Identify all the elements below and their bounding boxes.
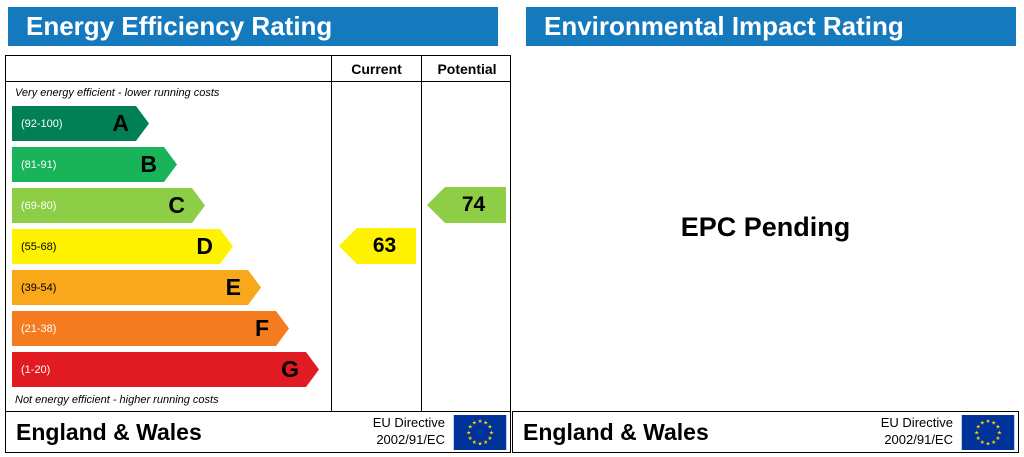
epc-pending-text: EPC Pending xyxy=(680,212,851,242)
svg-text:★: ★ xyxy=(477,440,482,447)
impact-rating-title: Environmental Impact Rating xyxy=(544,11,904,41)
svg-text:★: ★ xyxy=(472,439,477,446)
band-f-letter: F xyxy=(254,315,269,341)
energy-eu-directive-line2: 2002/91/EC xyxy=(376,432,445,447)
svg-text:★: ★ xyxy=(974,429,979,436)
svg-text:★: ★ xyxy=(472,419,477,426)
svg-text:★: ★ xyxy=(483,439,488,446)
energy-eu-directive-line1: EU Directive xyxy=(372,415,445,431)
band-d-letter: D xyxy=(196,233,213,259)
svg-text:★: ★ xyxy=(468,423,473,430)
band-f: (21-38) F xyxy=(12,311,289,346)
svg-text:★: ★ xyxy=(489,429,494,436)
svg-text:★: ★ xyxy=(991,419,996,426)
bottom-caption: Not energy efficient - higher running co… xyxy=(15,394,219,406)
band-d-range: (55-68) xyxy=(21,240,57,253)
energy-panel-footer: England & Wales EU Directive 2002/91/EC ★… xyxy=(5,411,511,453)
svg-text:★: ★ xyxy=(487,423,492,430)
potential-column-header: Potential xyxy=(437,61,497,77)
band-c-range: (69-80) xyxy=(21,199,57,212)
eu-flag-icon: ★ ★★ ★★★ ★★★ ★★★ xyxy=(453,414,507,450)
potential-rating-pointer: 74 xyxy=(427,187,506,223)
impact-eu-directive-line1: EU Directive xyxy=(880,415,953,431)
current-rating-pointer: 63 xyxy=(339,228,416,264)
band-b-letter: B xyxy=(140,151,157,177)
svg-text:★: ★ xyxy=(477,417,482,424)
svg-text:★: ★ xyxy=(980,439,985,446)
energy-rating-chart: Current Potential Very energy efficient … xyxy=(5,55,511,412)
current-column-divider xyxy=(331,56,332,411)
band-d: (55-68) D xyxy=(12,229,233,264)
svg-text:★: ★ xyxy=(468,435,473,442)
impact-region-label: England & Wales xyxy=(523,418,709,445)
svg-text:★: ★ xyxy=(466,429,471,436)
svg-text:★: ★ xyxy=(976,435,981,442)
band-a-range: (92-100) xyxy=(21,117,63,130)
svg-text:★: ★ xyxy=(980,419,985,426)
svg-text:★: ★ xyxy=(997,429,1002,436)
band-e: (39-54) E xyxy=(12,270,261,305)
energy-rating-title: Energy Efficiency Rating xyxy=(26,11,333,41)
band-b-range: (81-91) xyxy=(21,158,57,171)
band-a-letter: A xyxy=(112,110,129,136)
energy-eu-directive-label: EU Directive 2002/91/EC xyxy=(373,415,453,449)
top-caption: Very energy efficient - lower running co… xyxy=(15,87,220,99)
band-g-range: (1-20) xyxy=(21,363,51,376)
band-c: (69-80) C xyxy=(12,188,205,223)
chart-header-row xyxy=(6,56,510,82)
svg-text:★: ★ xyxy=(995,435,1000,442)
potential-column-divider xyxy=(421,56,422,411)
svg-text:★: ★ xyxy=(483,419,488,426)
eu-flag-icon: ★ ★★ ★★★ ★★★ ★★★ xyxy=(961,414,1015,450)
energy-region-label: England & Wales xyxy=(16,418,202,445)
band-g: (1-20) G xyxy=(12,352,319,387)
band-e-letter: E xyxy=(225,274,241,300)
energy-rating-title-bar: Energy Efficiency Rating xyxy=(8,7,498,46)
potential-rating-value: 74 xyxy=(461,193,486,216)
band-c-letter: C xyxy=(168,192,185,218)
impact-rating-title-bar: Environmental Impact Rating xyxy=(526,7,1016,46)
svg-text:★: ★ xyxy=(991,439,996,446)
band-f-range: (21-38) xyxy=(21,322,57,335)
band-b: (81-91) B xyxy=(12,147,177,182)
current-column-header: Current xyxy=(351,61,402,77)
svg-text:★: ★ xyxy=(985,417,990,424)
svg-text:★: ★ xyxy=(985,440,990,447)
band-g-letter: G xyxy=(281,356,299,382)
svg-text:★: ★ xyxy=(976,423,981,430)
current-rating-value: 63 xyxy=(372,234,397,257)
band-e-range: (39-54) xyxy=(21,281,57,294)
svg-text:★: ★ xyxy=(487,435,492,442)
svg-text:★: ★ xyxy=(995,423,1000,430)
impact-eu-directive-line2: 2002/91/EC xyxy=(884,432,953,447)
impact-panel-footer: England & Wales EU Directive 2002/91/EC ★… xyxy=(512,411,1019,453)
impact-eu-directive-label: EU Directive 2002/91/EC xyxy=(881,415,961,449)
band-a: (92-100) A xyxy=(12,106,149,141)
